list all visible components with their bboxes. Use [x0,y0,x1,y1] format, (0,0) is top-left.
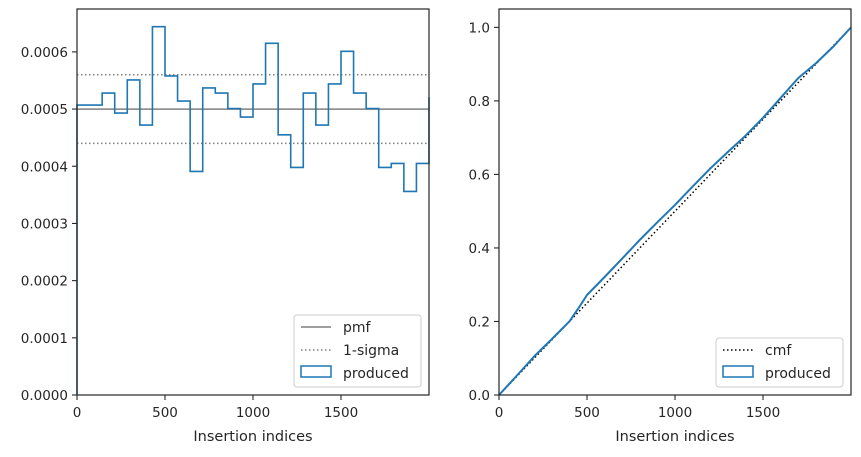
histogram-legend: pmf 1-sigma produced [293,314,422,388]
cmf-panel: 0.0 0.2 0.4 0.6 0.8 1.0 0 500 1000 1500 Insertio… [469,8,852,445]
histogram-y-tick-label: 0.0003 [21,216,68,232]
cmf-y-tick-label: 1.0 [469,20,490,36]
histogram-y-tick-label: 0.0006 [21,45,68,61]
histogram-x-tick-label: 1500 [324,405,358,421]
legend-cmf-label: cmf [765,343,792,359]
legend-produced-label: produced [343,366,409,382]
produced-cumulative-series [498,26,852,396]
histogram-y-tick-label: 0.0004 [21,159,68,175]
legend-produced-swatch [300,365,332,378]
legend-cmf-produced-swatch [722,365,754,378]
cmf-y-tick-label: 0.0 [469,388,490,404]
cmf-x-tick-label: 1000 [658,405,692,421]
histogram-x-tick-label: 0 [73,405,82,421]
cmf-x-ticks: 0 500 1000 1500 [495,395,780,421]
legend-sigma-label: 1-sigma [343,343,399,359]
histogram-legend-frame [293,314,422,388]
histogram-panel: 0.0000 0.0001 0.0002 0.0003 0.0004 0.0005 0.00… [21,8,430,445]
cmf-x-tick-label: 500 [574,405,600,421]
histogram-y-tick-label: 0.0001 [21,331,68,347]
cmf-y-tick-label: 0.4 [469,241,490,257]
legend-pmf-label: pmf [343,320,372,336]
histogram-y-tick-label: 0.0002 [21,274,68,290]
cmf-data-layer [498,26,852,396]
cmf-legend: cmf produced [715,337,844,388]
cmf-plot-frame [498,8,852,396]
legend-cmf-produced-label: produced [765,366,831,382]
cmf-y-tick-label: 0.8 [469,94,490,110]
histogram-x-ticks: 0 500 1000 1500 [73,395,358,421]
histogram-data-layer [76,25,430,395]
cmf-x-tick-label: 1500 [746,405,780,421]
histogram-x-tick-label: 1000 [236,405,270,421]
histogram-x-axis-title: Insertion indices [193,429,312,445]
histogram-y-tick-label: 0.0000 [21,388,68,404]
cmf-x-axis-title: Insertion indices [615,429,734,445]
histogram-x-tick-label: 500 [152,405,178,421]
histogram-y-ticks: 0.0000 0.0001 0.0002 0.0003 0.0004 0.0005 0.00… [21,45,77,404]
cmf-y-tick-label: 0.2 [469,314,490,330]
produced-histogram-series [76,25,430,395]
cmf-y-tick-label: 0.6 [469,167,490,183]
cmf-y-ticks: 0.0 0.2 0.4 0.6 0.8 1.0 [469,20,499,404]
histogram-y-tick-label: 0.0005 [21,102,68,118]
cmf-x-tick-label: 0 [495,405,504,421]
